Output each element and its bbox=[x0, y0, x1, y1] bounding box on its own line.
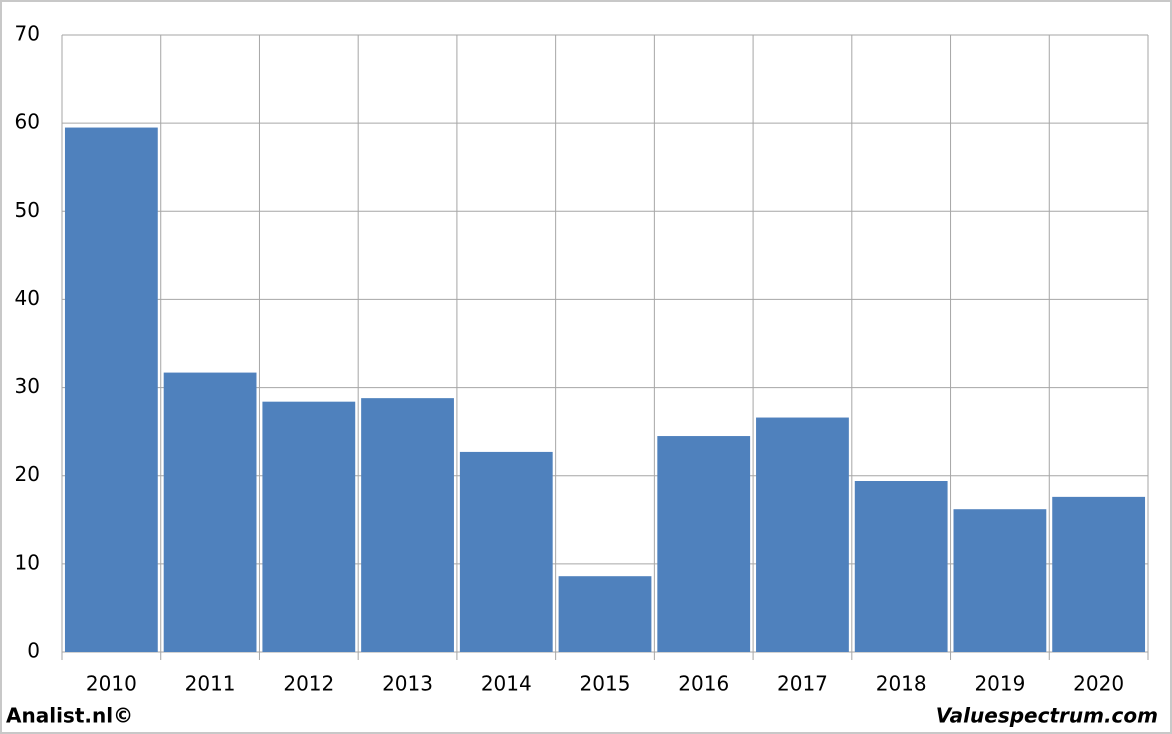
bar bbox=[657, 436, 751, 652]
x-tick-label: 2014 bbox=[481, 672, 532, 696]
footer-right: Valuespectrum.com bbox=[936, 704, 1158, 728]
bar bbox=[1052, 496, 1146, 652]
bar bbox=[163, 372, 257, 652]
x-tick-label: 2013 bbox=[382, 672, 433, 696]
y-tick-label: 60 bbox=[15, 110, 40, 134]
y-tick-label: 50 bbox=[15, 198, 40, 222]
bar bbox=[459, 451, 553, 652]
bar bbox=[558, 576, 652, 652]
bar bbox=[262, 401, 356, 652]
bar bbox=[854, 481, 948, 652]
x-tick-label: 2019 bbox=[974, 672, 1025, 696]
bar bbox=[953, 509, 1047, 652]
x-tick-label: 2015 bbox=[580, 672, 631, 696]
x-tick-label: 2011 bbox=[185, 672, 236, 696]
x-tick-label: 2016 bbox=[678, 672, 729, 696]
y-tick-label: 70 bbox=[15, 22, 40, 46]
bar bbox=[361, 398, 454, 652]
x-tick-label: 2020 bbox=[1073, 672, 1124, 696]
x-tick-label: 2012 bbox=[283, 672, 334, 696]
y-tick-label: 0 bbox=[27, 639, 40, 663]
x-tick-label: 2017 bbox=[777, 672, 828, 696]
footer-left: Analist.nl© bbox=[6, 704, 133, 728]
bar bbox=[756, 417, 849, 652]
y-tick-label: 30 bbox=[15, 374, 40, 398]
bar bbox=[64, 127, 158, 653]
y-tick-label: 20 bbox=[15, 462, 40, 486]
y-tick-label: 10 bbox=[15, 550, 40, 574]
x-tick-label: 2018 bbox=[876, 672, 927, 696]
y-tick-label: 40 bbox=[15, 286, 40, 310]
x-tick-label: 2010 bbox=[86, 672, 137, 696]
